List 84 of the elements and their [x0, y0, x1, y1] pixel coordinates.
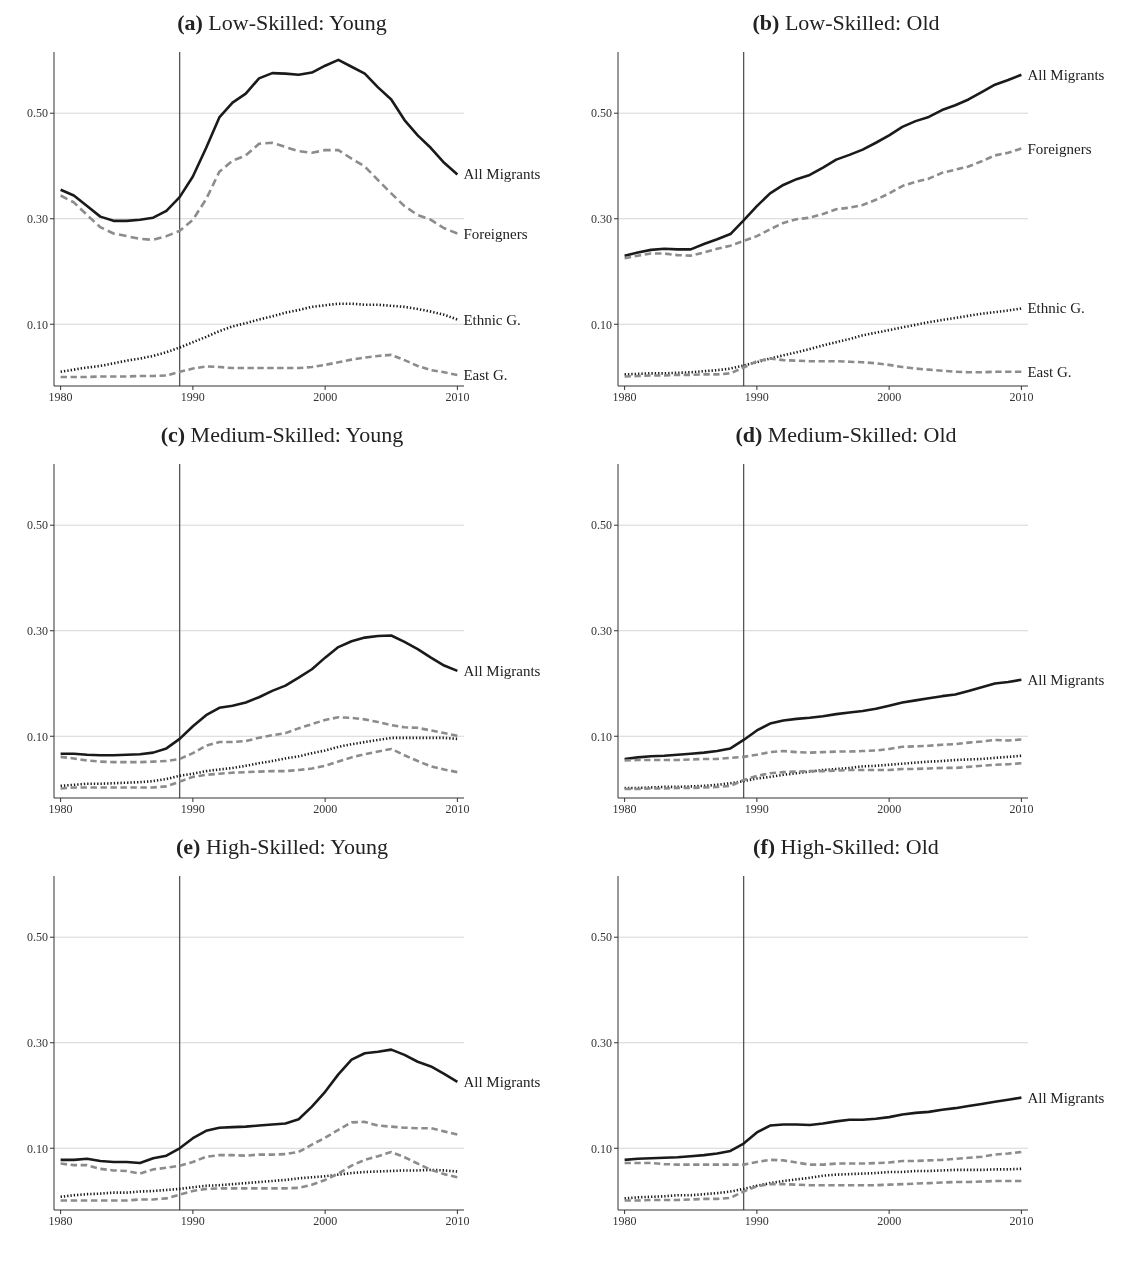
x-tick-label: 2000 — [313, 389, 338, 404]
series-label: Foreigners — [463, 225, 528, 242]
series-label: All Migrants — [1027, 1089, 1105, 1106]
line-series — [623, 147, 1023, 260]
x-tick-label: 1990 — [744, 801, 769, 816]
line-series — [623, 1167, 1023, 1200]
series-label: Ethnic G. — [1027, 300, 1085, 317]
line-series — [59, 747, 459, 790]
y-tick-label: 0.30 — [591, 624, 612, 638]
y-tick-label: 0.30 — [591, 212, 612, 226]
y-tick-label: 0.30 — [591, 1036, 612, 1050]
line-series — [59, 1048, 459, 1165]
line-series — [59, 736, 459, 788]
line-series — [59, 302, 459, 374]
line-series — [623, 307, 1023, 376]
line-series — [623, 357, 1023, 378]
y-tick-label: 0.50 — [27, 518, 48, 533]
line-series — [623, 1096, 1023, 1162]
x-tick-label: 2010 — [445, 801, 470, 816]
x-tick-label: 2000 — [313, 801, 338, 816]
x-tick-label: 1980 — [612, 1213, 637, 1228]
line-series — [623, 73, 1023, 257]
x-tick-label: 1980 — [48, 1213, 73, 1228]
y-tick-label: 0.50 — [591, 930, 612, 945]
x-tick-label: 1990 — [744, 389, 769, 404]
y-tick-label: 0.50 — [27, 930, 48, 945]
line-series — [59, 353, 459, 379]
line-series — [623, 754, 1023, 790]
x-tick-label: 2010 — [1009, 389, 1034, 404]
x-tick-label: 2000 — [877, 1213, 902, 1228]
x-tick-label: 2010 — [445, 389, 470, 404]
x-tick-label: 2000 — [877, 389, 902, 404]
line-series — [59, 1150, 459, 1202]
y-tick-label: 0.10 — [27, 729, 48, 744]
x-tick-label: 1990 — [744, 1213, 769, 1228]
y-tick-label: 0.50 — [27, 106, 48, 121]
series-label: All Migrants — [1027, 671, 1105, 688]
line-series — [59, 1120, 459, 1175]
line-series — [59, 1168, 459, 1199]
y-tick-label: 0.10 — [27, 317, 48, 332]
chart-title: (c) Medium-Skilled: Young — [159, 421, 405, 449]
chart-title: (e) High-Skilled: Young — [174, 833, 390, 861]
line-series — [623, 738, 1023, 762]
series-label: All Migrants — [463, 662, 541, 679]
x-tick-label: 2010 — [1009, 1213, 1034, 1228]
series-label: All Migrants — [463, 166, 541, 183]
line-series — [623, 761, 1023, 791]
x-tick-label: 1980 — [612, 801, 637, 816]
x-tick-label: 2000 — [877, 801, 902, 816]
x-tick-label: 1990 — [180, 1213, 205, 1228]
x-tick-label: 2010 — [445, 1213, 470, 1228]
line-series — [623, 678, 1023, 761]
line-series — [623, 1150, 1023, 1166]
y-tick-label: 0.30 — [27, 1036, 48, 1050]
series-label: Foreigners — [1027, 140, 1092, 157]
x-tick-label: 1980 — [48, 389, 73, 404]
x-tick-label: 1980 — [612, 389, 637, 404]
series-label: Ethnic G. — [463, 311, 521, 328]
y-tick-label: 0.10 — [591, 729, 612, 744]
chart-title: (b) Low-Skilled: Old — [751, 9, 941, 37]
line-series — [59, 634, 459, 757]
y-tick-label: 0.30 — [27, 624, 48, 638]
y-tick-label: 0.50 — [591, 518, 612, 533]
x-tick-label: 1990 — [180, 389, 205, 404]
line-series — [59, 58, 459, 223]
x-tick-label: 2000 — [313, 1213, 338, 1228]
line-series — [623, 1179, 1023, 1202]
x-tick-label: 1980 — [48, 801, 73, 816]
x-tick-label: 2010 — [1009, 801, 1034, 816]
series-label: All Migrants — [463, 1073, 541, 1090]
y-tick-label: 0.30 — [27, 212, 48, 226]
y-tick-label: 0.10 — [27, 1141, 48, 1156]
y-tick-label: 0.10 — [591, 317, 612, 332]
chart-title: (d) Medium-Skilled: Old — [734, 421, 958, 449]
series-label: All Migrants — [1027, 66, 1105, 83]
chart-title: (a) Low-Skilled: Young — [176, 9, 388, 37]
line-series — [59, 141, 459, 242]
x-tick-label: 1990 — [180, 801, 205, 816]
y-tick-label: 0.50 — [591, 106, 612, 121]
chart-title: (f) High-Skilled: Old — [752, 833, 940, 861]
y-tick-label: 0.10 — [591, 1141, 612, 1156]
line-series — [59, 715, 459, 764]
series-label: East G. — [463, 366, 508, 383]
series-label: East G. — [1027, 363, 1072, 380]
